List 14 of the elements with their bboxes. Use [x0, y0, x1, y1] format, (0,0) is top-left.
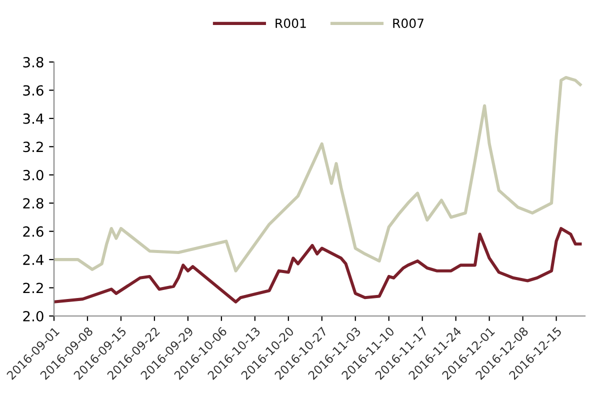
y-tick-label: 2.0: [23, 310, 44, 322]
y-tick-label: 3.6: [23, 85, 44, 96]
y-tick-label: 3.0: [23, 170, 44, 180]
legend-label: R001: [276, 18, 306, 28]
legend-label: R007: [393, 18, 424, 28]
y-tick-label: 3.4: [23, 113, 44, 124]
y-tick-label: 3.8: [23, 56, 44, 68]
y-tick-label: 3.2: [23, 142, 43, 152]
y-tick-label: 2.4: [23, 254, 44, 265]
y-tick-label: 2.8: [23, 198, 44, 209]
y-tick-label: 2.2: [23, 282, 43, 294]
line-series: [54, 76, 582, 272]
y-tick-label: 2.6: [23, 226, 44, 237]
line-series: [54, 226, 582, 304]
